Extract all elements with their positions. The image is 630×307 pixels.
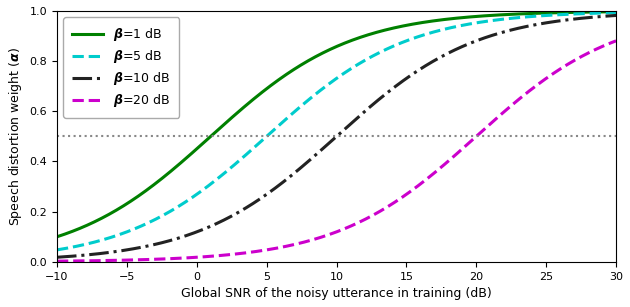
β=20 dB <box>489 120 496 123</box>
β=5 dB <box>110 235 118 238</box>
X-axis label: Global SNR of the noisy utterance in training (dB): Global SNR of the noisy utterance in tra… <box>181 287 492 300</box>
β=1 dB <box>437 18 445 22</box>
β=1 dB <box>110 210 118 213</box>
Line: β=20 dB: β=20 dB <box>57 41 616 261</box>
β=20 dB <box>110 258 118 262</box>
β=1 dB <box>499 13 507 17</box>
β=5 dB <box>279 120 287 123</box>
Y-axis label: Speech distortion weight ($\boldsymbol{\alpha}$): Speech distortion weight ($\boldsymbol{\… <box>7 47 24 226</box>
β=20 dB <box>299 240 307 244</box>
β=20 dB <box>279 245 287 249</box>
β=20 dB <box>612 39 620 43</box>
β=5 dB <box>499 17 507 21</box>
β=1 dB <box>279 75 287 79</box>
β=1 dB <box>612 10 620 14</box>
Legend: $\boldsymbol{\beta}$=1 dB, $\boldsymbol{\beta}$=5 dB, $\boldsymbol{\beta}$=10 dB: $\boldsymbol{\beta}$=1 dB, $\boldsymbol{… <box>63 17 179 118</box>
Line: β=10 dB: β=10 dB <box>57 15 616 257</box>
β=10 dB <box>612 14 620 17</box>
β=10 dB <box>489 33 496 37</box>
β=20 dB <box>499 111 507 115</box>
Line: β=5 dB: β=5 dB <box>57 13 616 250</box>
β=10 dB <box>499 30 507 34</box>
β=1 dB <box>53 235 60 239</box>
β=5 dB <box>437 28 445 32</box>
β=1 dB <box>489 14 496 17</box>
β=20 dB <box>53 259 60 263</box>
β=5 dB <box>53 248 60 252</box>
β=10 dB <box>437 55 445 59</box>
β=5 dB <box>612 11 620 14</box>
β=10 dB <box>279 180 287 184</box>
β=5 dB <box>489 18 496 22</box>
β=20 dB <box>437 165 445 169</box>
Line: β=1 dB: β=1 dB <box>57 12 616 237</box>
β=10 dB <box>299 164 307 168</box>
β=10 dB <box>53 255 60 259</box>
β=5 dB <box>299 103 307 106</box>
β=1 dB <box>299 62 307 65</box>
β=10 dB <box>110 250 118 254</box>
